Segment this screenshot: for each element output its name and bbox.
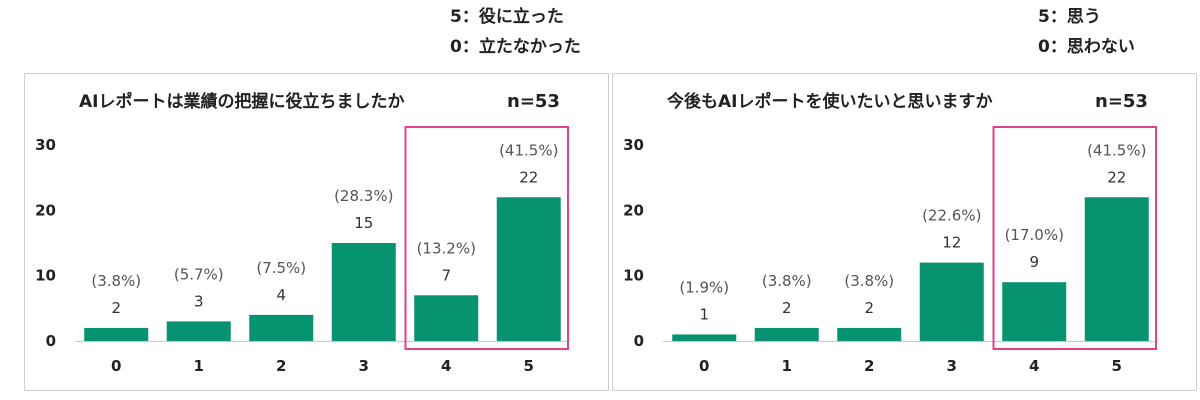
percent-label: (41.5%) <box>1087 141 1146 159</box>
x-tick-label: 3 <box>947 357 957 375</box>
percent-label: (3.8%) <box>844 272 894 290</box>
bar <box>1002 282 1067 341</box>
value-label: 2 <box>864 299 874 317</box>
percent-label: (5.7%) <box>174 265 224 283</box>
x-tick-label: 2 <box>276 357 286 375</box>
value-label: 1 <box>699 305 709 323</box>
bar <box>496 197 561 341</box>
percent-label: (17.0%) <box>1005 226 1064 244</box>
sample-size-label: n=53 <box>1095 91 1148 112</box>
bar <box>672 334 737 341</box>
x-tick-label: 1 <box>782 357 792 375</box>
bar <box>919 262 984 341</box>
highlight-box <box>992 126 1157 350</box>
x-tick-label: 2 <box>864 357 874 375</box>
percent-label: (13.2%) <box>417 239 476 257</box>
highlight-box <box>404 126 569 350</box>
bar <box>837 327 902 341</box>
percent-label: (41.5%) <box>499 141 558 159</box>
value-label: 2 <box>782 299 792 317</box>
chart-panel-right: 今後もAIレポートを使いたいと思いますか n=53 0 10 20 30 1 (1.9%) 0 2… <box>612 73 1197 391</box>
value-label: 22 <box>519 168 538 186</box>
legend-left-line2: 0：立たなかった <box>450 37 581 57</box>
x-tick-label: 4 <box>1029 357 1039 375</box>
x-tick-label: 4 <box>441 357 451 375</box>
value-label: 12 <box>942 234 961 252</box>
bar <box>166 321 231 341</box>
legend-right-line1: 5：思う <box>1038 7 1101 27</box>
chart-panel-left: AIレポートは業績の把握に役立ちましたか n=53 0 10 20 30 2 (3.8%) 0 3… <box>24 73 609 391</box>
y-tick-label: 10 <box>623 267 644 285</box>
value-label: 4 <box>276 286 286 304</box>
percent-label: (1.9%) <box>679 278 729 296</box>
value-label: 22 <box>1107 168 1126 186</box>
value-label: 3 <box>194 292 204 310</box>
value-label: 15 <box>354 214 373 232</box>
y-tick-label: 20 <box>35 201 56 219</box>
sample-size-label: n=53 <box>507 91 560 112</box>
y-tick-label: 30 <box>623 136 644 154</box>
bar <box>414 295 479 341</box>
legend-left: 5：役に立った 0：立たなかった <box>450 2 581 62</box>
percent-label: (22.6%) <box>922 207 981 225</box>
bar <box>331 243 396 341</box>
bar-chart-left: AIレポートは業績の把握に役立ちましたか n=53 0 10 20 30 2 (3.8%) 0 3… <box>35 91 570 375</box>
y-tick-label: 10 <box>35 267 56 285</box>
y-tick-label: 0 <box>46 332 56 350</box>
bar <box>1084 197 1149 341</box>
y-tick-label: 0 <box>634 332 644 350</box>
percent-label: (28.3%) <box>334 187 393 205</box>
percent-label: (3.8%) <box>91 272 141 290</box>
legend-left-line1: 5：役に立った <box>450 7 564 27</box>
x-tick-label: 0 <box>111 357 121 375</box>
value-label: 7 <box>441 266 451 284</box>
x-tick-label: 0 <box>699 357 709 375</box>
chart-title: AIレポートは業績の把握に役立ちましたか <box>79 91 404 112</box>
chart-title: 今後もAIレポートを使いたいと思いますか <box>667 91 992 112</box>
bar <box>249 314 314 341</box>
legend-right: 5：思う 0：思わない <box>1038 2 1135 62</box>
x-tick-label: 3 <box>359 357 369 375</box>
x-tick-label: 5 <box>1112 357 1122 375</box>
value-label: 9 <box>1029 253 1039 271</box>
x-tick-label: 1 <box>194 357 204 375</box>
bar <box>84 327 149 341</box>
bar-chart-right: 今後もAIレポートを使いたいと思いますか n=53 0 10 20 30 1 (1.9%) 0 2… <box>623 91 1158 375</box>
percent-label: (7.5%) <box>256 259 306 277</box>
bar <box>754 327 819 341</box>
y-tick-label: 30 <box>35 136 56 154</box>
x-tick-label: 5 <box>524 357 534 375</box>
percent-label: (3.8%) <box>762 272 812 290</box>
y-tick-label: 20 <box>623 201 644 219</box>
value-label: 2 <box>111 299 121 317</box>
legend-right-line2: 0：思わない <box>1038 37 1135 57</box>
